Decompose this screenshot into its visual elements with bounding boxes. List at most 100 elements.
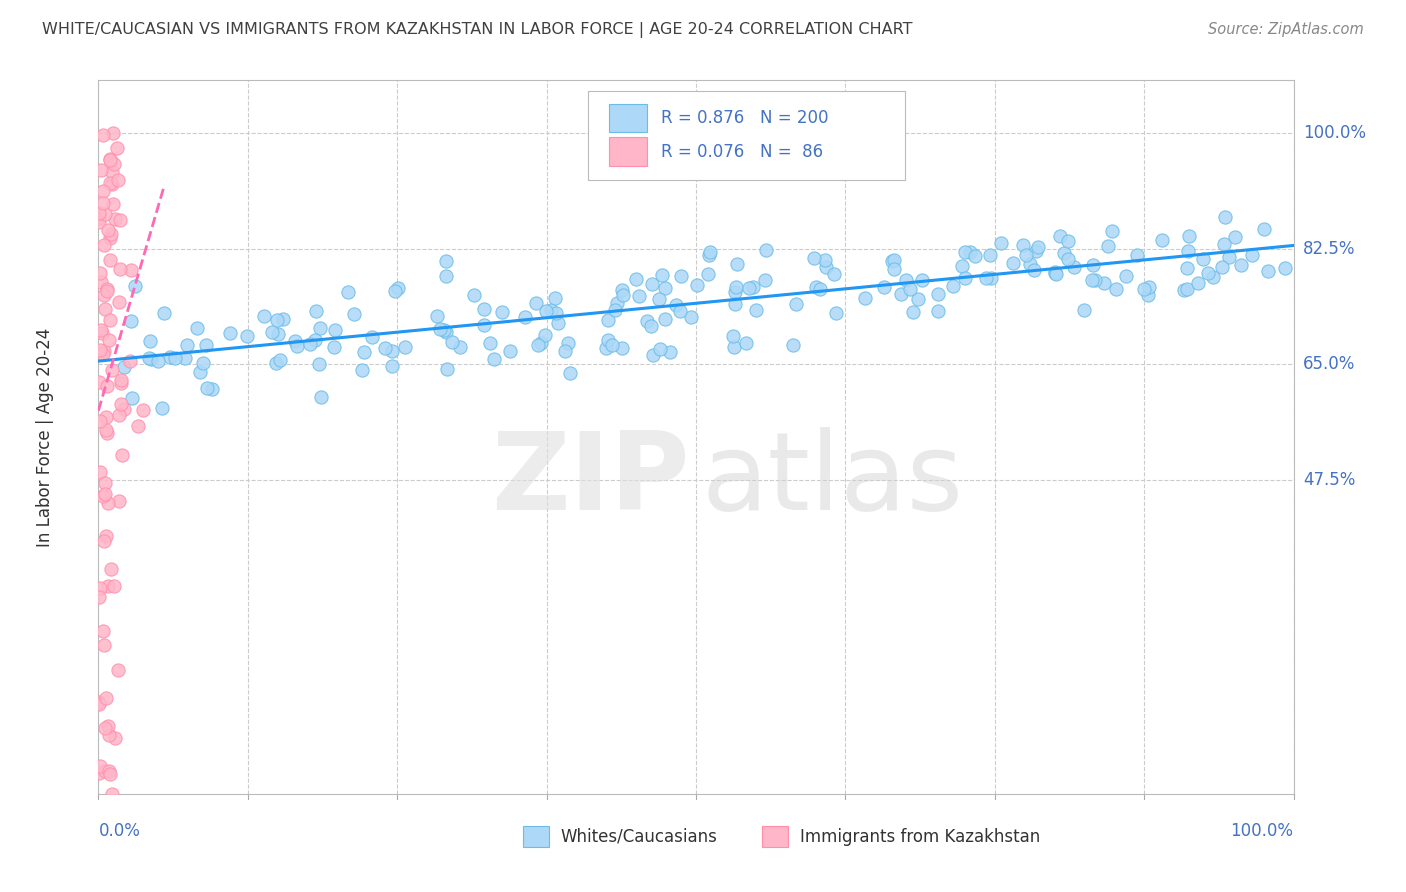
Point	[1049, 228, 1071, 243]
Point	[1057, 235, 1080, 249]
Point	[1081, 273, 1104, 287]
Point	[87, 211, 110, 226]
Point	[546, 306, 568, 320]
Point	[352, 363, 374, 377]
Point	[94, 302, 117, 317]
Point	[100, 562, 122, 576]
Point	[309, 391, 332, 405]
Point	[89, 375, 111, 389]
Text: 82.5%: 82.5%	[1303, 240, 1355, 258]
Point	[104, 211, 127, 226]
Point	[664, 298, 686, 312]
Point	[654, 312, 676, 326]
Point	[90, 326, 112, 340]
Point	[108, 494, 131, 508]
Point	[882, 253, 904, 268]
Point	[98, 767, 121, 781]
Point	[98, 153, 121, 167]
Point	[91, 128, 114, 142]
Point	[97, 764, 120, 778]
Point	[1063, 260, 1085, 275]
Point	[1175, 282, 1198, 296]
Point	[87, 697, 110, 711]
Point	[93, 288, 115, 302]
Point	[724, 285, 747, 299]
Point	[94, 207, 117, 221]
Point	[97, 579, 120, 593]
Point	[387, 281, 409, 295]
Point	[723, 340, 745, 354]
Point	[1202, 269, 1225, 284]
Point	[111, 448, 134, 462]
Text: WHITE/CAUCASIAN VS IMMIGRANTS FROM KAZAKHSTAN IN LABOR FORCE | AGE 20-24 CORRELA: WHITE/CAUCASIAN VS IMMIGRANTS FROM KAZAK…	[42, 22, 912, 38]
Point	[100, 787, 122, 801]
Point	[612, 287, 634, 301]
Point	[942, 279, 965, 293]
Point	[641, 348, 664, 362]
Point	[97, 728, 120, 742]
Point	[606, 296, 628, 310]
Point	[641, 277, 664, 291]
Point	[110, 262, 132, 277]
Point	[96, 284, 118, 298]
Point	[499, 344, 522, 359]
Point	[100, 363, 122, 377]
Point	[108, 213, 131, 227]
Point	[725, 257, 748, 271]
Point	[1057, 252, 1080, 266]
Point	[745, 303, 768, 318]
Point	[873, 280, 896, 294]
Point	[112, 359, 135, 374]
Point	[93, 533, 115, 548]
Point	[381, 359, 404, 373]
Point	[1022, 263, 1045, 277]
Point	[97, 719, 120, 733]
Point	[950, 260, 973, 274]
Point	[927, 287, 949, 301]
Point	[1218, 251, 1240, 265]
Point	[110, 376, 132, 391]
Point	[544, 291, 567, 305]
Point	[89, 343, 111, 357]
Point	[472, 318, 495, 332]
Point	[104, 731, 127, 746]
Point	[651, 268, 673, 282]
Point	[1011, 237, 1033, 252]
Point	[491, 305, 513, 319]
Point	[121, 391, 143, 405]
Point	[304, 333, 326, 347]
Point	[595, 341, 617, 355]
Point	[1137, 280, 1160, 294]
Point	[98, 176, 121, 190]
Point	[853, 291, 876, 305]
Point	[96, 282, 118, 296]
Point	[472, 301, 495, 316]
Point	[219, 326, 242, 341]
Point	[894, 273, 917, 287]
Text: atlas: atlas	[702, 427, 965, 533]
Point	[150, 401, 173, 416]
Text: ZIP: ZIP	[492, 427, 690, 533]
Point	[195, 381, 218, 395]
Point	[91, 489, 114, 503]
Point	[1115, 269, 1137, 284]
Point	[186, 321, 208, 335]
Point	[1177, 244, 1199, 258]
Point	[146, 354, 169, 368]
Bar	[523, 826, 548, 847]
Text: 0.0%: 0.0%	[98, 822, 141, 840]
Point	[264, 355, 287, 369]
Point	[1173, 283, 1195, 297]
Point	[782, 338, 804, 352]
Point	[90, 163, 112, 178]
Point	[1002, 256, 1025, 270]
Point	[890, 287, 912, 301]
Point	[284, 334, 307, 348]
Point	[98, 231, 121, 245]
Point	[93, 344, 115, 359]
Point	[93, 184, 115, 198]
Point	[98, 313, 121, 327]
Point	[266, 313, 288, 327]
Point	[91, 624, 114, 638]
Point	[110, 372, 132, 386]
